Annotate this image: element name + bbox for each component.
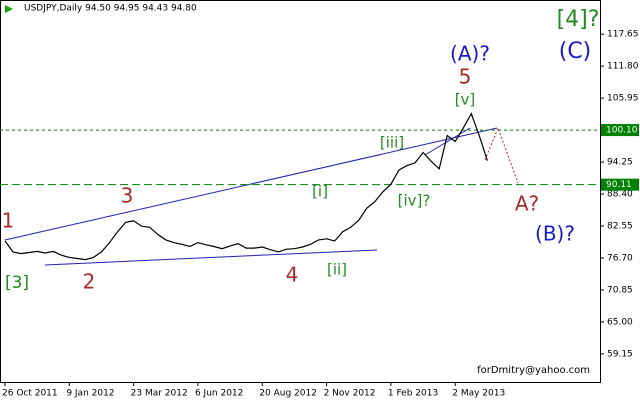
wave-label: 1 xyxy=(2,209,15,233)
icon xyxy=(5,5,13,13)
x-tick-label: 2 May 2013 xyxy=(452,389,505,399)
level-label: 100.10 xyxy=(606,126,638,136)
wave-label: 2 xyxy=(83,270,96,294)
x-tick-label: 20 Aug 2012 xyxy=(259,389,317,399)
x-tick-label: 1 Feb 2013 xyxy=(388,389,438,399)
y-tick-label: 59.15 xyxy=(607,349,633,359)
wave-label: [iv]? xyxy=(398,192,431,210)
price-line xyxy=(4,112,488,261)
wave-label: A? xyxy=(515,192,539,216)
x-tick-label: 6 Jun 2012 xyxy=(195,389,243,399)
wave-label: [iii] xyxy=(380,134,404,152)
wave-label: [v] xyxy=(455,91,476,109)
wave-label: [4]? xyxy=(557,7,600,32)
level-label: 90.11 xyxy=(606,180,632,190)
x-tick-label: 26 Oct 2011 xyxy=(2,389,58,399)
wave-label: 5 xyxy=(459,65,472,89)
y-tick-label: 105.95 xyxy=(607,94,639,104)
wave-label: (B)? xyxy=(535,222,575,246)
wave-label: [i] xyxy=(312,183,328,201)
y-tick-label: 82.55 xyxy=(607,221,633,231)
wave-label: [ii] xyxy=(327,261,347,279)
y-tick-label: 65.00 xyxy=(607,317,633,327)
wave-label: (C) xyxy=(559,39,592,64)
level-label-box xyxy=(601,178,639,191)
trendline xyxy=(44,249,378,266)
wave-label: [3] xyxy=(5,273,29,293)
x-tick-label: 2 Nov 2012 xyxy=(324,389,376,399)
footer: forDmitry@yahoo.com xyxy=(477,365,590,376)
x-tick-label: 23 Mar 2012 xyxy=(131,389,188,399)
wave-label: 3 xyxy=(121,184,134,208)
y-tick-label: 70.85 xyxy=(607,285,633,295)
plot-frame xyxy=(0,0,601,383)
y-tick-label: 88.40 xyxy=(607,190,633,200)
chart-title: USDJPY,Daily 94.50 94.95 94.43 94.80 xyxy=(24,4,197,14)
y-tick-label: 111.80 xyxy=(607,62,639,72)
projection xyxy=(484,126,519,184)
level-label-box xyxy=(601,124,639,137)
y-tick-label: 76.70 xyxy=(607,253,633,263)
trendline xyxy=(424,127,471,156)
trendline xyxy=(4,127,498,241)
y-tick-label: 117.65 xyxy=(607,30,639,40)
y-tick-label: 94.25 xyxy=(607,158,633,168)
x-tick-label: 9 Jan 2012 xyxy=(66,389,114,399)
wave-label: 4 xyxy=(286,263,299,287)
wave-label: (A)? xyxy=(450,42,490,66)
